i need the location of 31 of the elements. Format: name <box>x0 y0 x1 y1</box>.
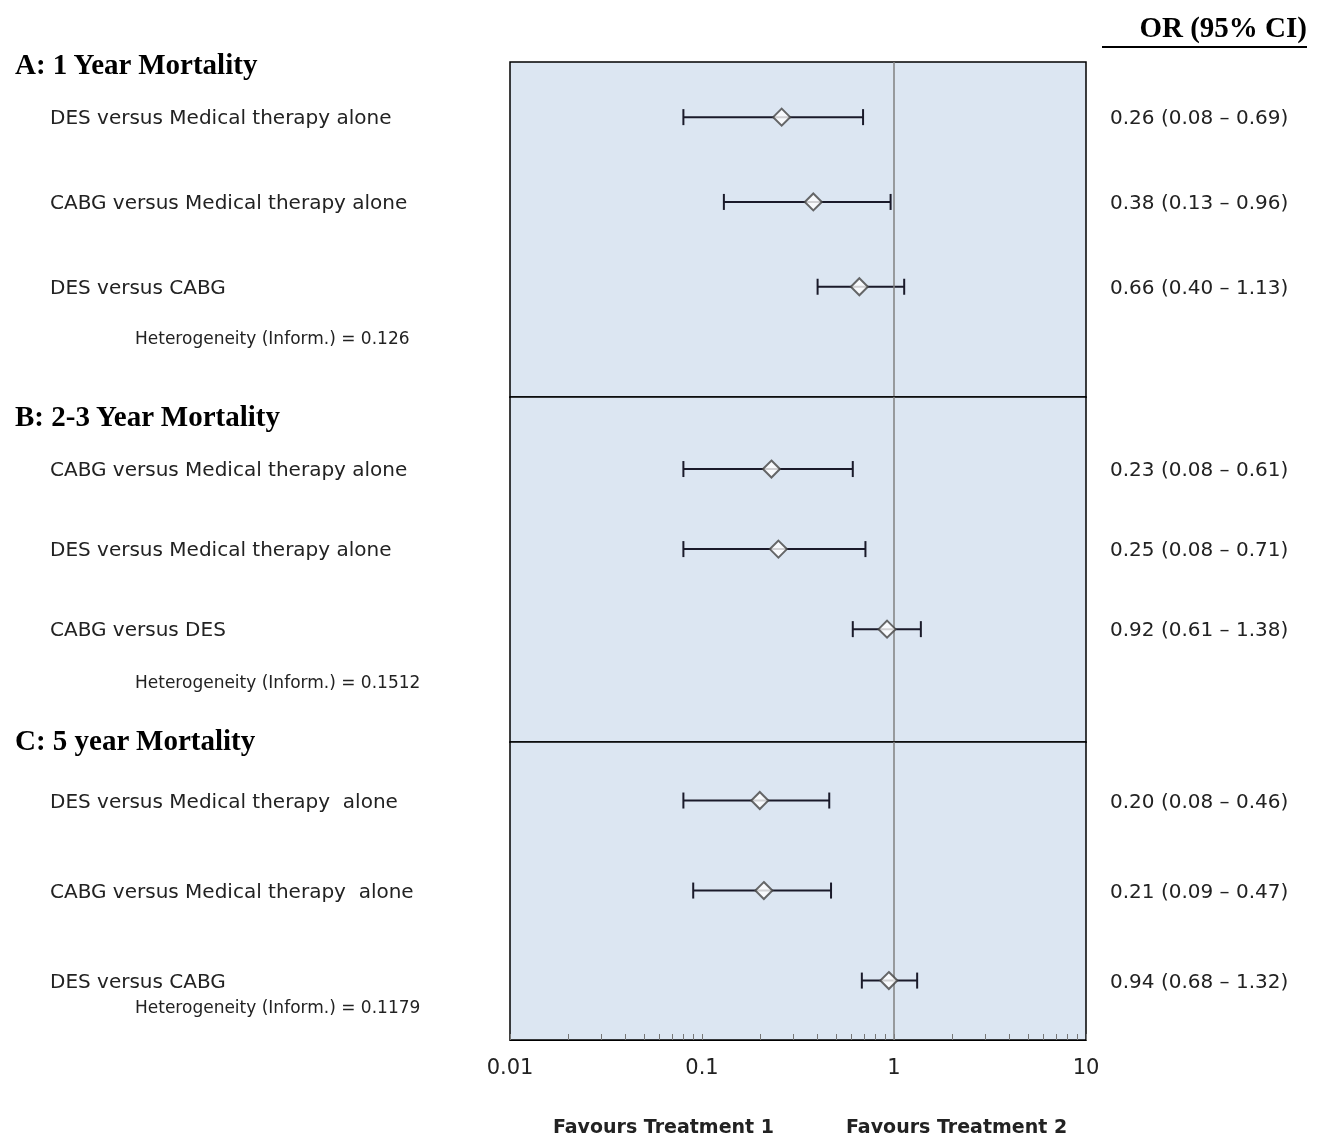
y-tick-label: DES versus Medical therapy alone <box>50 788 398 813</box>
x-tick-label: 10 <box>1072 1054 1100 1079</box>
y-tick-label: CABG versus Medical therapy alone <box>50 189 408 214</box>
y-tick-label: DES versus Medical therapy alone <box>50 105 392 130</box>
data-label: 0.25 (0.08 – 0.71) <box>1110 537 1289 562</box>
data-label: 0.66 (0.40 – 1.13) <box>1110 274 1289 299</box>
data-label: 0.26 (0.08 – 0.69) <box>1110 105 1289 130</box>
text: Heterogeneity (Inform.) = 0.1179 <box>135 996 421 1017</box>
data-label: 0.38 (0.13 – 0.96) <box>1110 189 1289 214</box>
text: C: 5 year Mortality <box>15 723 256 756</box>
x-tick-label: 0.01 <box>486 1054 534 1079</box>
y-tick-label: DES versus CABG <box>50 968 226 993</box>
data-label: 0.23 (0.08 – 0.61) <box>1110 457 1289 482</box>
text: Favours Treatment 1 <box>552 1114 774 1137</box>
data-label: 0.21 (0.09 – 0.47) <box>1110 878 1289 903</box>
y-tick-label: CABG versus DES <box>50 617 226 642</box>
data-label: 0.92 (0.61 – 1.38) <box>1110 617 1289 642</box>
text: A: 1 Year Mortality <box>15 47 258 80</box>
y-tick-label: CABG versus Medical therapy alone <box>50 457 408 482</box>
data-label: 0.20 (0.08 – 0.46) <box>1110 788 1289 813</box>
text: B: 2-3 Year Mortality <box>15 399 281 432</box>
text: Favours Treatment 2 <box>846 1114 1068 1137</box>
text: Heterogeneity (Inform.) = 0.1512 <box>135 672 421 693</box>
y-tick-label: DES versus Medical therapy alone <box>50 537 392 562</box>
text: Heterogeneity (Inform.) = 0.126 <box>135 328 410 349</box>
x-tick-label: 1 <box>887 1054 901 1079</box>
data-label: 0.94 (0.68 – 1.32) <box>1110 968 1289 993</box>
y-tick-label: CABG versus Medical therapy alone <box>50 878 414 903</box>
text: OR (95% CI) <box>1139 10 1307 44</box>
y-tick-label: DES versus CABG <box>50 274 226 299</box>
x-tick-label: 0.1 <box>685 1054 719 1079</box>
